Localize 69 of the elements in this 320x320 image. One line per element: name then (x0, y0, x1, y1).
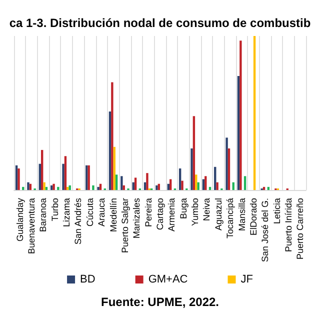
x-tick-label: Cartago (155, 198, 165, 230)
bar (18, 168, 20, 190)
x-tick-label: Aguazul (213, 198, 224, 231)
source-note: Fuente: UPME, 2022. (100, 295, 220, 309)
bar (195, 174, 198, 190)
bar (228, 148, 230, 190)
x-tick-label: Tocancipá (225, 198, 236, 239)
bar (132, 182, 134, 190)
bar (122, 185, 125, 190)
x-tick-label: Yumbo (190, 198, 200, 226)
bar (144, 182, 146, 190)
bar (253, 36, 256, 190)
x-tick-label: San Andrés (73, 198, 84, 245)
x-tick-label: Leticia (272, 198, 282, 224)
bar (43, 182, 46, 190)
x-tick-label: ElDorado (248, 198, 258, 236)
x-tick-label: Neiva (202, 198, 212, 222)
bar (214, 166, 216, 190)
bar (108, 111, 112, 190)
bar (113, 146, 116, 190)
x-tick-label: Puerto Salgar (120, 198, 130, 254)
bar (64, 156, 67, 190)
bar (57, 186, 60, 190)
bar (232, 182, 234, 190)
bar (146, 173, 148, 190)
bar (169, 179, 172, 190)
legend-label: JF (240, 274, 254, 286)
bar (92, 185, 94, 190)
bar (244, 176, 246, 190)
bar (41, 150, 44, 190)
bar (134, 178, 137, 190)
x-tick-label: Puerto Carreño (295, 198, 306, 260)
bar (216, 182, 218, 190)
bar (15, 165, 18, 190)
bar (111, 82, 114, 190)
x-tick-label: Turbo (50, 198, 60, 222)
x-tick-label: Armenia (166, 198, 177, 232)
x-tick-label: Lizama (62, 198, 72, 228)
x-tick-label: Manizales (132, 198, 142, 239)
bar (192, 116, 196, 190)
bar (62, 164, 64, 190)
x-tick-label: San José del G. (260, 198, 270, 262)
bar (197, 182, 200, 190)
bar (27, 182, 30, 190)
bar (178, 168, 182, 190)
x-tick-label: Gualanday (14, 198, 25, 242)
bar (120, 176, 123, 190)
legend-label: GM+AC (148, 274, 188, 286)
x-tick-label: Buga (178, 198, 188, 220)
x-tick-label: Baranoa (38, 198, 48, 232)
bar (190, 148, 193, 190)
x-tick-label: Pereira (143, 198, 154, 228)
x-tick-label: Buenaventura (26, 198, 37, 254)
legend-label: BD (80, 274, 96, 286)
chart-title: ca 1-3. Distribución nodal de consumo de combustib (9, 16, 311, 30)
x-tick-label: Puerto Inírida (283, 198, 294, 252)
bar (38, 164, 42, 190)
bar (240, 40, 242, 190)
bar (202, 179, 205, 190)
bar (237, 76, 240, 190)
bar (181, 180, 184, 190)
x-tick-label: Medellín (108, 198, 118, 232)
bar (204, 176, 207, 190)
bar (226, 138, 228, 190)
x-tick-label: Cúcuta (84, 198, 95, 227)
x-tick-label: Arauca (96, 198, 107, 227)
bar (97, 186, 100, 190)
bar (115, 174, 118, 190)
x-tick-label: Mansilla (236, 198, 247, 232)
